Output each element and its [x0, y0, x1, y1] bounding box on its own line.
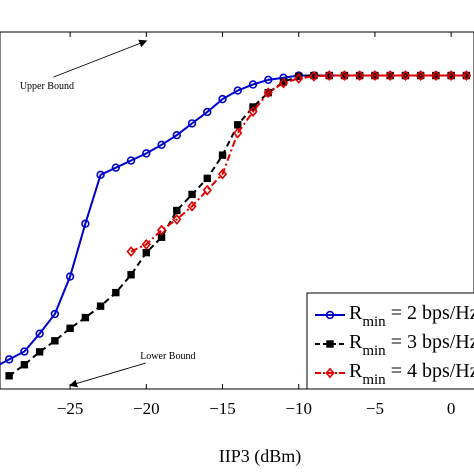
data-point: [111, 163, 121, 172]
data-point: [400, 70, 411, 81]
legend-label-main: R: [349, 302, 363, 324]
data-point: [126, 156, 136, 165]
data-point: [202, 184, 212, 196]
data-point: [127, 271, 135, 279]
data-point: [278, 77, 289, 89]
data-point: [126, 246, 136, 257]
legend-label-sub: min: [362, 343, 386, 359]
legend-entry: Rmin = 2 bps/Hz: [315, 302, 474, 330]
series-3: [126, 70, 472, 257]
x-tick-label: −5: [366, 399, 384, 418]
data-point: [187, 119, 197, 128]
data-point: [4, 355, 14, 364]
data-point: [81, 313, 90, 322]
data-point: [248, 106, 258, 118]
legend-label-rest: = 4 bps/Hz: [386, 360, 474, 382]
legend-label-rest: = 2 bps/Hz: [386, 302, 474, 324]
series-line: [130, 74, 467, 253]
legend-label-sub: min: [362, 314, 386, 330]
legend-box: [306, 292, 474, 390]
x-axis-ticks: −25 −20 −15 −10 −5 0: [57, 32, 456, 418]
data-point: [141, 238, 151, 250]
legend-label: Rmin = 2 bps/Hz: [349, 302, 474, 330]
annotation-label: Upper Bound: [20, 81, 74, 92]
data-point: [187, 200, 197, 212]
data-point: [446, 70, 456, 81]
annotation-arrow: [53, 39, 148, 78]
data-point: [324, 70, 334, 81]
data-point: [66, 324, 74, 333]
data-point: [142, 149, 151, 158]
legend-label-rest: = 3 bps/Hz: [386, 331, 474, 353]
data-point: [81, 219, 90, 228]
data-point: [309, 70, 319, 82]
annotations: Upper Bound Lower Bound: [20, 39, 195, 388]
data-point: [50, 309, 60, 319]
data-point: [203, 107, 212, 117]
data-point: [264, 75, 273, 85]
data-point: [203, 174, 211, 183]
data-point: [172, 213, 182, 225]
data-point: [20, 361, 29, 369]
data-point: [156, 224, 167, 236]
data-point: [263, 87, 273, 99]
data-point: [5, 372, 13, 380]
data-point: [233, 86, 242, 95]
annotation-arrow: [69, 362, 146, 388]
legend-label-sub: min: [362, 372, 386, 388]
legend-swatch-marker: [325, 367, 335, 379]
series-layer: [0, 70, 472, 380]
legend-label-main: R: [349, 331, 363, 353]
data-point: [294, 72, 304, 84]
data-point: [112, 288, 120, 297]
legend-swatch-marker: [325, 310, 335, 320]
annotation-label: Lower Bound: [140, 351, 195, 362]
data-point: [188, 190, 196, 199]
data-point: [96, 170, 105, 180]
data-point: [96, 302, 105, 310]
data-point: [218, 94, 227, 104]
data-point: [35, 348, 44, 356]
data-point: [157, 140, 166, 150]
data-point: [385, 70, 395, 81]
legend-entry: Rmin = 3 bps/Hz: [315, 331, 474, 359]
legend-label-main: R: [349, 360, 363, 382]
legend-label: Rmin = 3 bps/Hz: [349, 331, 474, 359]
data-point: [217, 168, 228, 180]
data-point: [233, 127, 243, 139]
data-point: [173, 206, 181, 215]
data-point: [172, 130, 181, 140]
legend-label: Rmin = 4 bps/Hz: [349, 360, 474, 388]
x-tick-label: −25: [57, 399, 84, 418]
x-tick-label: −10: [285, 399, 312, 418]
data-point: [416, 70, 426, 81]
x-axis-title: IIP3 (dBm): [219, 446, 302, 467]
legend-entry: Rmin = 4 bps/Hz: [315, 360, 474, 388]
x-tick-label: −15: [209, 399, 236, 418]
data-point: [218, 151, 227, 159]
data-point: [370, 70, 380, 81]
x-tick-label: −20: [133, 399, 160, 418]
data-point: [20, 347, 29, 356]
data-point: [248, 80, 258, 89]
data-point: [461, 70, 472, 81]
x-tick-label: 0: [447, 399, 456, 418]
data-point: [234, 121, 242, 129]
data-point: [35, 329, 44, 338]
data-point: [142, 248, 151, 257]
data-point: [339, 70, 350, 81]
data-point: [51, 337, 59, 345]
legend-swatch-marker: [326, 340, 334, 348]
data-point: [65, 272, 75, 281]
data-point: [355, 70, 365, 81]
data-point: [431, 70, 441, 81]
plot-area-frame: [0, 31, 474, 390]
